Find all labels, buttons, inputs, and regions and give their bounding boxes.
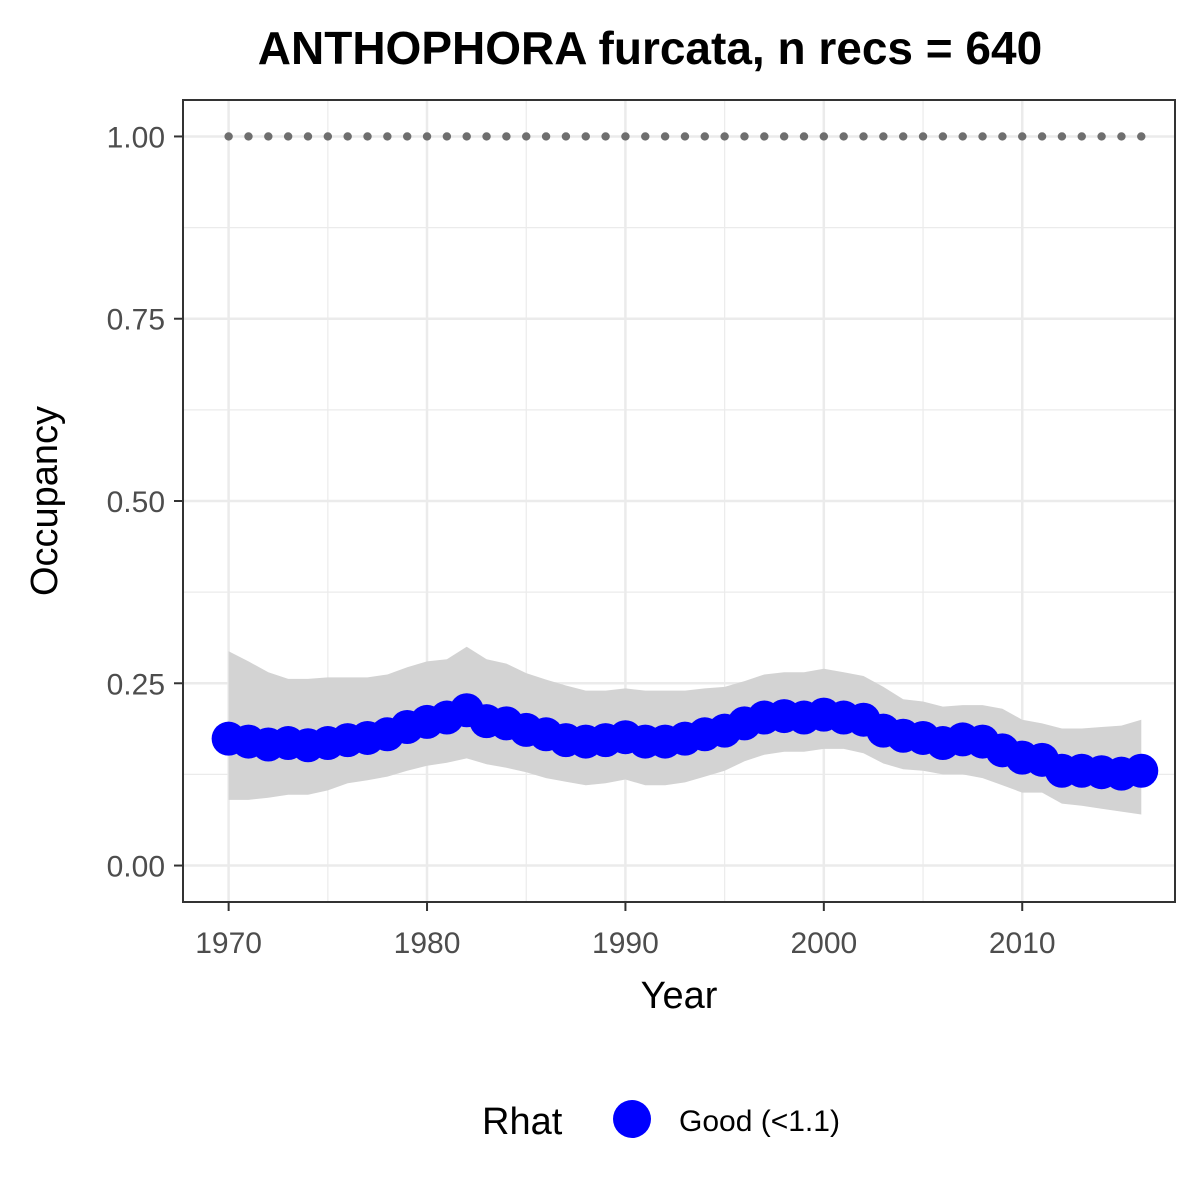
reference-point (779, 132, 789, 141)
reference-point (244, 132, 253, 141)
reference-point (363, 132, 372, 141)
reference-point (323, 132, 333, 141)
reference-point (819, 132, 829, 141)
x-tick-label: 2010 (989, 927, 1056, 960)
reference-point (303, 132, 313, 141)
x-tick-label: 2000 (790, 927, 857, 960)
reference-point (918, 132, 928, 141)
reference-point (978, 132, 987, 141)
chart-title: ANTHOPHORA furcata, n recs = 640 (258, 22, 1042, 74)
reference-point (839, 132, 848, 141)
x-tick-label: 1980 (394, 927, 461, 960)
reference-point (522, 132, 531, 141)
reference-point (760, 132, 769, 141)
reference-point (581, 132, 590, 141)
reference-point (1077, 132, 1086, 141)
reference-point (958, 132, 967, 141)
legend-label-good: Good (<1.1) (679, 1105, 840, 1138)
y-tick-label: 0.50 (107, 486, 165, 519)
reference-point (621, 132, 630, 141)
reference-point (859, 132, 868, 141)
reference-point (660, 132, 670, 141)
reference-point (720, 132, 729, 141)
reference-point (402, 132, 412, 141)
reference-point (898, 132, 908, 141)
reference-point (283, 132, 293, 141)
reference-point (680, 132, 690, 141)
axes-layer: 1970 1980 1990 2000 2010 0.00 0.25 0.50 0.75 1.00 (107, 121, 1056, 960)
reference-point (502, 132, 511, 141)
legend-key-good (613, 1100, 651, 1138)
occupancy-points-layer (211, 693, 1159, 791)
legend: Rhat Good (<1.1) (482, 1100, 840, 1143)
reference-point (224, 132, 233, 141)
x-axis-title: Year (641, 975, 718, 1017)
reference-point (343, 132, 352, 141)
reference-point (442, 132, 452, 141)
reference-point (462, 132, 471, 141)
reference-point (998, 132, 1007, 141)
occupancy-point (1124, 753, 1159, 788)
x-tick-label: 1990 (592, 927, 659, 960)
reference-point (422, 132, 432, 141)
reference-point (383, 132, 392, 141)
x-tick-label: 1970 (195, 927, 262, 960)
reference-point (482, 132, 491, 141)
reference-points-layer (224, 132, 1146, 141)
reference-point (700, 132, 709, 141)
y-tick-label: 0.00 (107, 851, 165, 884)
reference-point (1057, 132, 1067, 141)
reference-point (1037, 132, 1047, 141)
reference-point (1018, 132, 1027, 141)
reference-point (264, 132, 273, 141)
y-tick-label: 0.25 (107, 668, 165, 701)
reference-point (641, 132, 650, 141)
y-axis-title: Occupancy (24, 406, 66, 596)
reference-point (938, 132, 948, 141)
reference-point (1117, 132, 1126, 141)
y-tick-label: 0.75 (107, 304, 165, 337)
reference-point (561, 132, 571, 141)
reference-point (1137, 132, 1146, 141)
reference-point (541, 132, 551, 141)
reference-point (740, 132, 749, 141)
y-tick-label: 1.00 (107, 121, 165, 154)
reference-point (879, 132, 888, 141)
legend-title: Rhat (482, 1101, 563, 1143)
reference-point (601, 132, 610, 141)
reference-point (1097, 132, 1106, 141)
reference-point (799, 132, 809, 141)
